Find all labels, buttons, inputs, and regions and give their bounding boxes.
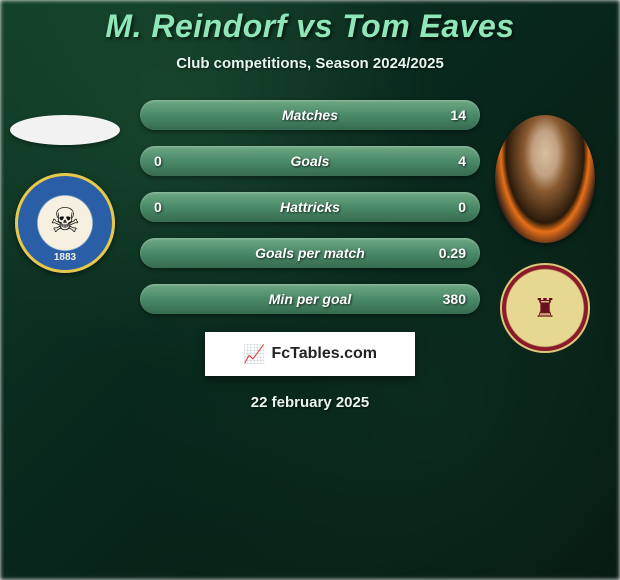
stat-right-value: 4 — [416, 153, 466, 169]
infographic-container: M. Reindorf vs Tom Eaves Club competitio… — [0, 0, 620, 580]
stat-right-value: 0 — [416, 199, 466, 215]
stat-row: Min per goal380 — [140, 284, 480, 314]
castle-icon: ♜ — [533, 293, 556, 324]
pirate-icon: ☠ — [50, 201, 80, 241]
brand-badge: 📈 FcTables.com — [205, 332, 415, 376]
stat-right-value: 380 — [416, 291, 466, 307]
date-text: 22 february 2025 — [0, 394, 620, 411]
subtitle: Club competitions, Season 2024/2025 — [0, 55, 620, 72]
right-player-column: ♜ — [480, 115, 610, 353]
page-title: M. Reindorf vs Tom Eaves — [0, 8, 620, 45]
club-badge-right: ♜ — [500, 263, 590, 353]
stat-row: 0Hattricks0 — [140, 192, 480, 222]
stat-right-value: 0.29 — [416, 245, 466, 261]
stat-row: 0Goals4 — [140, 146, 480, 176]
stats-table: Matches140Goals40Hattricks0Goals per mat… — [140, 100, 480, 314]
club-founded-year: 1883 — [15, 252, 115, 263]
stat-row: Matches14 — [140, 100, 480, 130]
stat-label: Matches — [204, 107, 416, 123]
player-photo-right — [495, 115, 595, 243]
stat-left-value: 0 — [154, 153, 204, 169]
stat-right-value: 14 — [416, 107, 466, 123]
stat-label: Goals — [204, 153, 416, 169]
stat-label: Goals per match — [204, 245, 416, 261]
club-badge-left: ☠ 1883 — [15, 173, 115, 273]
stat-label: Min per goal — [204, 291, 416, 307]
brand-text: FcTables.com — [271, 345, 377, 363]
player-photo-placeholder — [10, 115, 120, 145]
stat-left-value: 0 — [154, 199, 204, 215]
stat-label: Hattricks — [204, 199, 416, 215]
stat-row: Goals per match0.29 — [140, 238, 480, 268]
chart-icon: 📈 — [243, 344, 265, 365]
left-player-column: ☠ 1883 — [0, 115, 130, 273]
